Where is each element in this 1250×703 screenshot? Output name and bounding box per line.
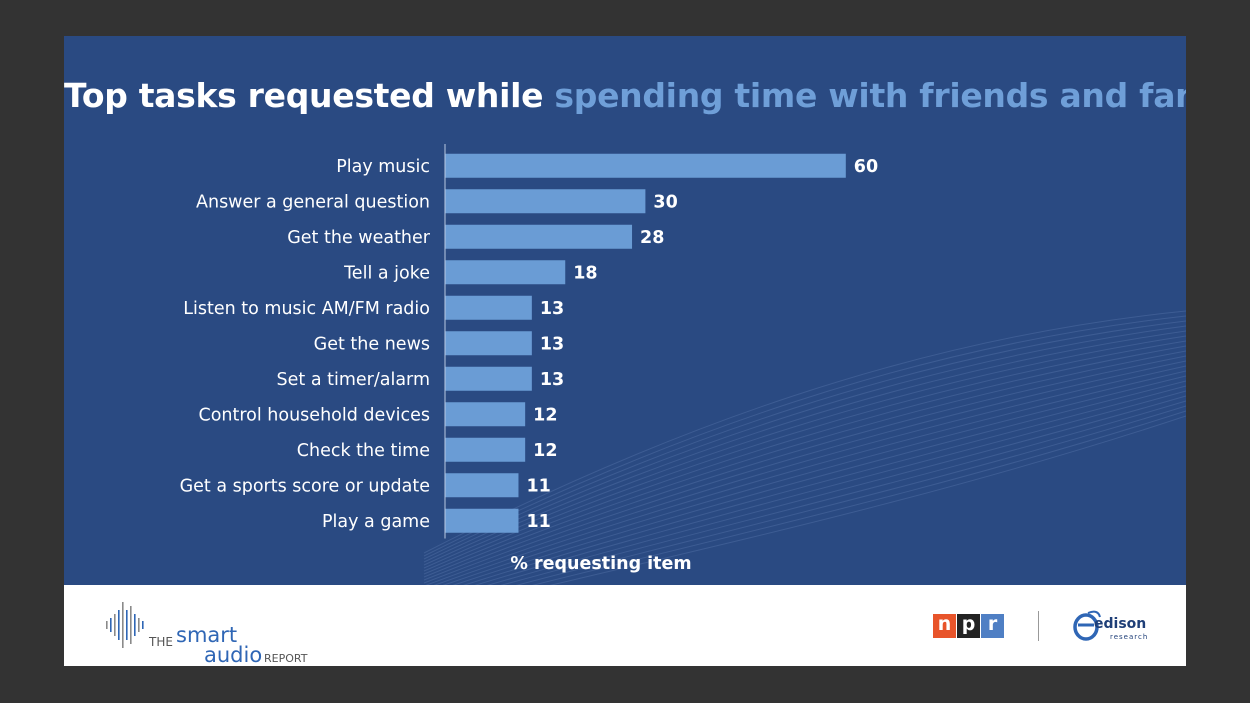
logo-smart-text: smart: [176, 623, 238, 647]
bar: [445, 402, 526, 427]
data-label: 11: [526, 476, 550, 496]
wave-line: [423, 325, 1186, 563]
wave-line: [442, 375, 1186, 585]
wave-line: [423, 355, 1186, 581]
data-label: 30: [653, 192, 677, 212]
category-label: Check the time: [297, 441, 430, 461]
wave-line: [462, 385, 1186, 585]
bar: [445, 189, 646, 214]
npr-letter-p: p: [957, 614, 980, 638]
sound-wave-icon: [106, 602, 144, 648]
wave-line: [423, 360, 1186, 584]
title-prefix: Top tasks requested while: [64, 76, 555, 115]
smart-audio-report-logo: THE smart audio REPORT: [104, 601, 334, 666]
data-label: 13: [540, 334, 564, 354]
sound-wave-bar: [138, 618, 140, 632]
wave-line: [423, 350, 1186, 578]
category-label: Play music: [336, 157, 430, 177]
wave-line: [423, 320, 1186, 560]
data-label: 60: [854, 157, 878, 177]
category-label: Tell a joke: [343, 263, 430, 283]
wave-line: [549, 415, 1186, 585]
wave-line: [423, 315, 1186, 557]
data-label: 13: [540, 370, 564, 390]
edison-swirl-icon: [1073, 610, 1101, 641]
category-label: Get a sports score or update: [180, 476, 430, 496]
wave-line: [423, 310, 1186, 554]
bar: [445, 260, 566, 285]
edison-sub: research: [1110, 633, 1149, 641]
wave-line: [515, 405, 1186, 585]
bar: [445, 224, 633, 249]
data-label: 11: [526, 512, 550, 532]
wave-line: [500, 400, 1186, 585]
wave-line: [425, 365, 1186, 585]
footer: THE smart audio REPORT n p r edison rese…: [64, 585, 1186, 666]
wave-line: [423, 335, 1186, 569]
category-label: Play a game: [322, 512, 430, 532]
npr-letter-r: r: [981, 614, 1004, 638]
wave-line: [474, 390, 1186, 585]
category-label: Set a timer/alarm: [277, 370, 430, 390]
category-label: Get the news: [314, 334, 430, 354]
category-label: Listen to music AM/FM radio: [183, 299, 430, 319]
data-label: 13: [540, 299, 564, 319]
bar-chart: Play music 60 Answer a general question 30 G…: [180, 144, 878, 574]
data-label: 12: [533, 441, 557, 461]
wave-line: [423, 340, 1186, 572]
sound-wave-bar: [142, 621, 144, 629]
title-highlight: spending time with friends and family: [554, 76, 1186, 115]
wave-line: [452, 380, 1186, 585]
category-label: Get the weather: [287, 228, 431, 248]
bar: [445, 153, 846, 178]
sound-wave-bar: [118, 610, 120, 640]
logo-the-text: THE: [149, 635, 173, 649]
wave-line: [423, 345, 1186, 575]
npr-logo: n p r: [933, 614, 1005, 638]
edison-research-logo: edison research: [1072, 607, 1162, 647]
sound-wave-bar: [122, 602, 124, 648]
sound-wave-bar: [110, 618, 112, 632]
bar: [445, 508, 519, 533]
data-label: 28: [640, 228, 664, 248]
wave-line: [433, 370, 1186, 585]
sound-wave-bar: [114, 614, 116, 636]
category-label: Answer a general question: [196, 192, 430, 212]
category-label: Control household devices: [198, 405, 430, 425]
bar: [445, 331, 532, 356]
chart-panel: Top tasks requested while spending time …: [64, 36, 1186, 585]
bar: [445, 366, 532, 391]
bar: [445, 437, 526, 462]
chart-title: Top tasks requested while spending time …: [64, 76, 1186, 115]
data-label: 18: [573, 263, 597, 283]
sound-wave-bar: [106, 621, 108, 629]
bar: [445, 295, 532, 320]
sound-wave-bar: [130, 606, 132, 644]
npr-letter-n: n: [933, 614, 956, 638]
bar: [445, 473, 519, 498]
data-label: 12: [533, 405, 557, 425]
edison-name: edison: [1094, 616, 1147, 632]
sound-wave-bar: [126, 610, 128, 640]
wave-line: [531, 410, 1186, 585]
logo-divider: [1038, 611, 1039, 641]
logo-audio-text: audio: [204, 643, 263, 666]
sound-wave-bar: [134, 614, 136, 636]
wave-line: [423, 330, 1186, 566]
decorative-waves: [423, 310, 1186, 585]
x-axis-label: % requesting item: [510, 554, 691, 574]
slide: Top tasks requested while spending time …: [64, 36, 1186, 666]
logo-report-text: REPORT: [264, 652, 308, 665]
wave-line: [486, 395, 1186, 585]
